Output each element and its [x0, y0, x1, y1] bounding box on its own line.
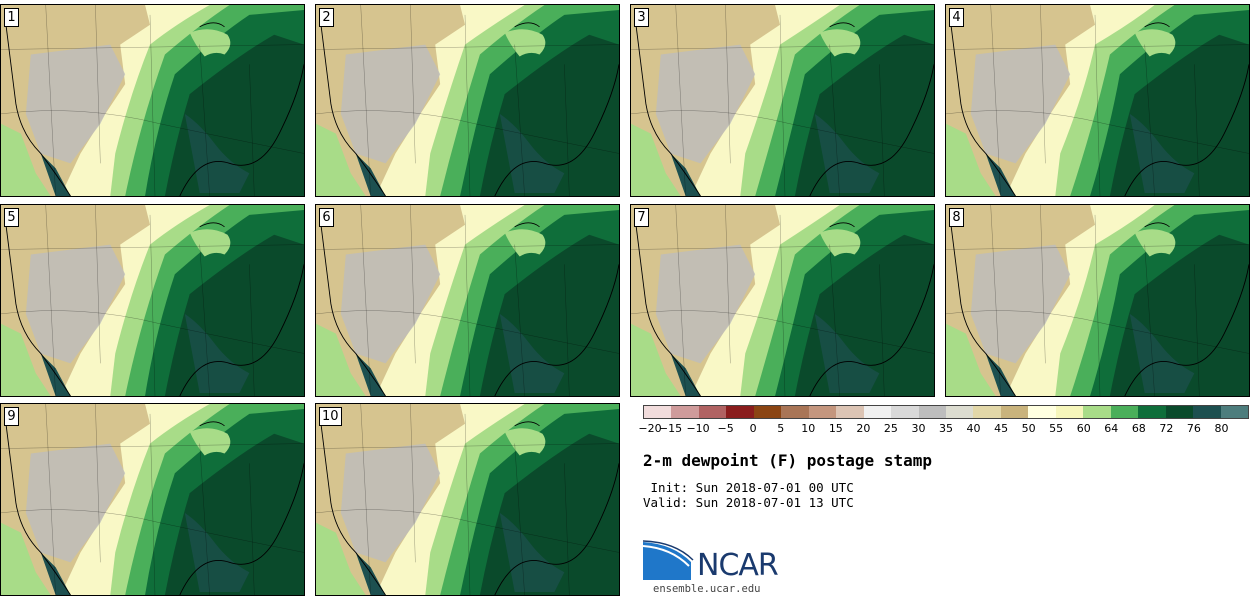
- colorbar-swatch: [726, 406, 754, 418]
- colorbar-tick-label: 76: [1186, 422, 1201, 435]
- ensemble-member-panel: 4: [945, 4, 1250, 197]
- ncar-logo-text: NCAR: [697, 548, 779, 583]
- colorbar-tick-label: −10: [686, 422, 710, 435]
- colorbar-swatch: [863, 406, 892, 418]
- colorbar-swatch: [973, 406, 1001, 418]
- member-number-label: 5: [4, 208, 19, 227]
- member-number-label: 2: [319, 8, 334, 27]
- colorbar-swatch: [1193, 406, 1221, 418]
- member-number-label: 1: [4, 8, 19, 27]
- colorbar-swatch: [644, 406, 672, 418]
- colorbar-swatch: [781, 406, 809, 418]
- ensemble-member-panel: 2: [315, 4, 620, 197]
- colorbar-tick-label: 68: [1131, 422, 1146, 435]
- colorbar-tick-label: 64: [1104, 422, 1119, 435]
- colorbar-tick-label: 55: [1049, 422, 1064, 435]
- colorbar-tick-label: 50: [1021, 422, 1036, 435]
- init-time: Init: Sun 2018-07-01 00 UTC: [643, 480, 854, 495]
- ensemble-member-panel: 8: [945, 204, 1250, 397]
- colorbar-swatch: [1000, 406, 1029, 418]
- colorbar-swatch: [1220, 406, 1248, 418]
- colorbar-tick-label: 10: [801, 422, 816, 435]
- colorbar-swatch: [918, 406, 946, 418]
- colorbar: [643, 405, 1249, 419]
- ensemble-member-panel: 3: [630, 4, 935, 197]
- colorbar-swatch: [671, 406, 699, 418]
- ensemble-member-panel: 10: [315, 403, 620, 596]
- colorbar-swatch: [753, 406, 782, 418]
- member-number-label: 4: [949, 8, 964, 27]
- colorbar-tick-label: −15: [658, 422, 683, 435]
- member-number-label: 10: [319, 407, 342, 426]
- colorbar-swatch: [1055, 406, 1084, 418]
- colorbar-tick-label: 35: [939, 422, 953, 435]
- colorbar-tick-label: 40: [966, 422, 981, 435]
- colorbar-tick-label: 20: [856, 422, 871, 435]
- ensemble-member-panel: 9: [0, 403, 305, 596]
- colorbar-swatch: [1028, 406, 1056, 418]
- colorbar-tick-label: 72: [1159, 422, 1174, 435]
- site-url: ensemble.ucar.edu: [653, 583, 761, 595]
- ensemble-member-panel: 5: [0, 204, 305, 397]
- colorbar-swatch: [836, 406, 864, 418]
- colorbar-tick-label: 60: [1076, 422, 1091, 435]
- member-number-label: 9: [4, 407, 19, 426]
- ncar-logo-icon: [643, 540, 694, 580]
- colorbar-tick-label: −5: [717, 422, 734, 435]
- colorbar-swatch: [808, 406, 837, 418]
- colorbar-tick-labels: −20 −15 −10 −5 0 5 10 15 20 25 30 35 40 45 50 55 60 64 68 7…: [638, 422, 1249, 436]
- colorbar-tick-label: 25: [883, 422, 898, 435]
- colorbar-tick-label: 45: [994, 422, 1009, 435]
- colorbar-swatch: [891, 406, 919, 418]
- colorbar-swatch: [1110, 406, 1139, 418]
- member-number-label: 8: [949, 208, 964, 227]
- ensemble-member-panel: 1: [0, 4, 305, 197]
- member-number-label: 7: [634, 208, 649, 227]
- colorbar-tick-label: 80: [1214, 422, 1229, 435]
- colorbar-swatch: [945, 406, 974, 418]
- figure-title: 2-m dewpoint (F) postage stamp: [643, 451, 932, 470]
- colorbar-swatch: [698, 406, 727, 418]
- colorbar-swatch: [1138, 406, 1166, 418]
- ensemble-member-panel: 7: [630, 204, 935, 397]
- valid-time: Valid: Sun 2018-07-01 13 UTC: [643, 495, 854, 510]
- colorbar-tick-label: −20: [638, 422, 662, 435]
- colorbar-tick-label: 5: [777, 422, 785, 435]
- member-number-label: 3: [634, 8, 649, 27]
- colorbar-tick-label: 30: [911, 422, 926, 435]
- member-number-label: 6: [319, 208, 334, 227]
- colorbar-tick-label: 0: [749, 422, 757, 435]
- colorbar-swatch: [1083, 406, 1111, 418]
- colorbar-swatch: [1165, 406, 1194, 418]
- ensemble-member-panel: 6: [315, 204, 620, 397]
- colorbar-tick-label: 15: [828, 422, 843, 435]
